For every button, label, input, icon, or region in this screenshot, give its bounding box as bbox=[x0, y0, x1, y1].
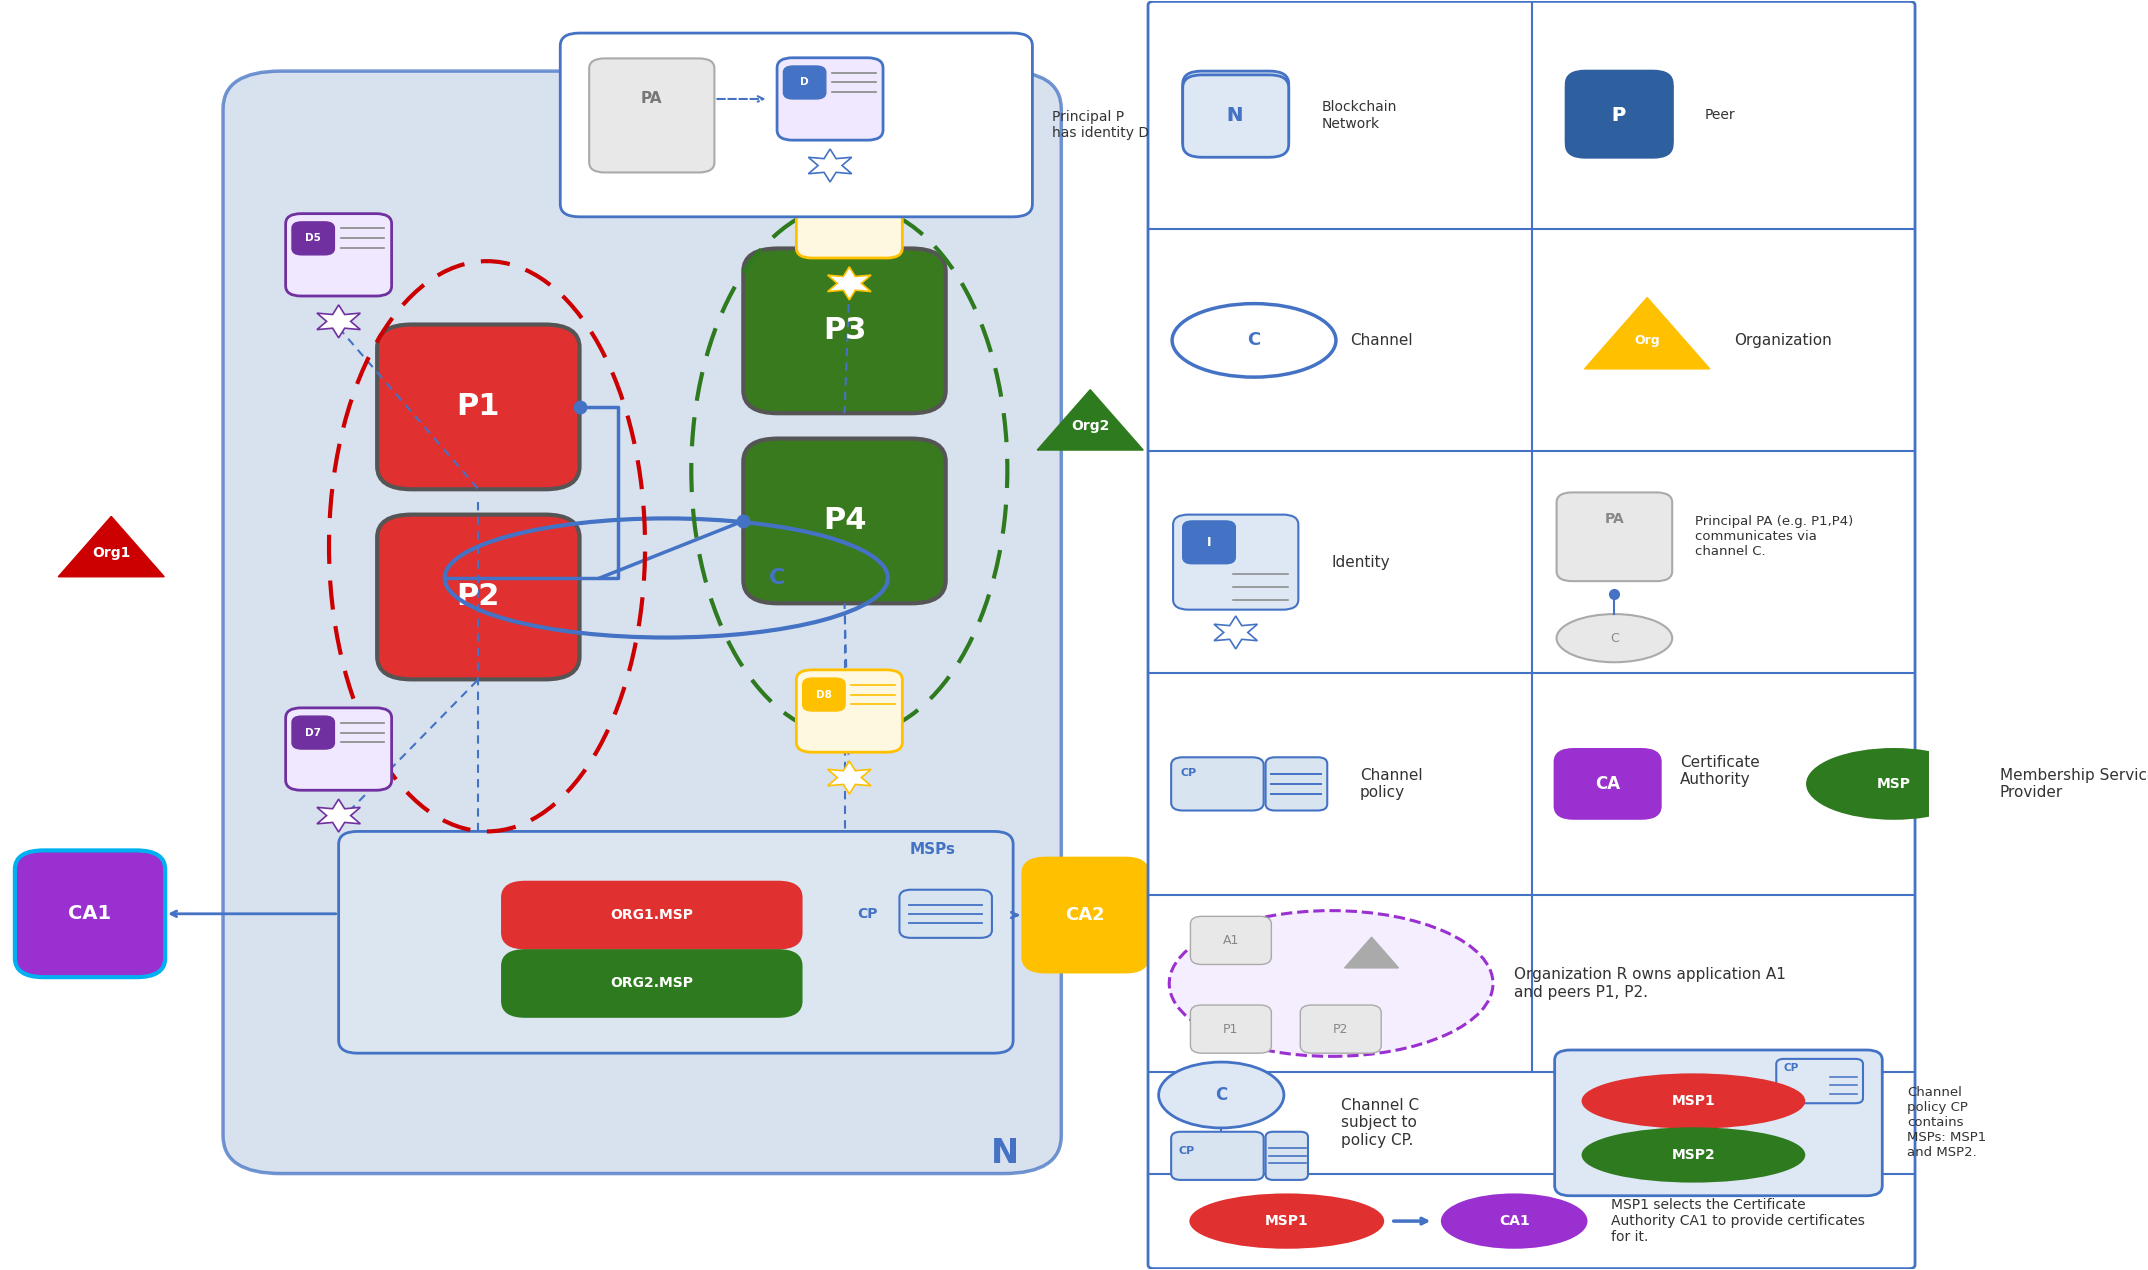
FancyBboxPatch shape bbox=[561, 33, 1033, 217]
Polygon shape bbox=[827, 761, 872, 794]
FancyBboxPatch shape bbox=[1184, 71, 1289, 154]
Text: D: D bbox=[801, 77, 810, 88]
Text: MSP1: MSP1 bbox=[1265, 1214, 1308, 1228]
Text: I: I bbox=[1207, 536, 1211, 549]
Text: Org: Org bbox=[1635, 334, 1660, 347]
FancyBboxPatch shape bbox=[743, 249, 945, 413]
FancyBboxPatch shape bbox=[378, 325, 580, 489]
Text: C: C bbox=[1611, 631, 1620, 645]
FancyBboxPatch shape bbox=[1300, 1005, 1381, 1053]
FancyBboxPatch shape bbox=[503, 950, 801, 1016]
FancyBboxPatch shape bbox=[803, 184, 844, 217]
FancyBboxPatch shape bbox=[797, 175, 902, 258]
FancyBboxPatch shape bbox=[1557, 493, 1671, 582]
Text: C: C bbox=[1248, 331, 1261, 349]
Text: P2: P2 bbox=[1334, 1022, 1349, 1035]
Text: D7: D7 bbox=[305, 728, 322, 738]
Ellipse shape bbox=[1441, 1195, 1587, 1247]
Text: Org2: Org2 bbox=[1072, 419, 1108, 433]
FancyBboxPatch shape bbox=[1184, 75, 1289, 157]
Text: D5: D5 bbox=[305, 234, 322, 244]
Text: PA: PA bbox=[640, 91, 662, 105]
Ellipse shape bbox=[1583, 1128, 1804, 1181]
Text: Channel
policy CP
contains
MSPs: MSP1
and MSP2.: Channel policy CP contains MSPs: MSP1 an… bbox=[1907, 1086, 1987, 1160]
FancyBboxPatch shape bbox=[292, 222, 335, 255]
FancyBboxPatch shape bbox=[1265, 1132, 1308, 1180]
Text: CP: CP bbox=[857, 907, 879, 921]
FancyBboxPatch shape bbox=[1190, 917, 1272, 964]
Text: P3: P3 bbox=[823, 316, 866, 345]
Text: P1: P1 bbox=[458, 392, 500, 422]
Text: N: N bbox=[1227, 105, 1244, 124]
Text: Certificate
Authority: Certificate Authority bbox=[1680, 756, 1759, 787]
Polygon shape bbox=[827, 267, 872, 300]
FancyBboxPatch shape bbox=[1190, 1005, 1272, 1053]
FancyBboxPatch shape bbox=[784, 66, 825, 99]
Ellipse shape bbox=[1169, 911, 1493, 1057]
Text: Membership Service
Provider: Membership Service Provider bbox=[2000, 767, 2148, 800]
FancyBboxPatch shape bbox=[378, 514, 580, 679]
FancyBboxPatch shape bbox=[1265, 757, 1327, 810]
Text: MSPs: MSPs bbox=[909, 842, 956, 856]
Ellipse shape bbox=[1190, 1195, 1383, 1247]
Polygon shape bbox=[1214, 616, 1257, 649]
Text: ORG2.MSP: ORG2.MSP bbox=[610, 977, 694, 991]
FancyBboxPatch shape bbox=[797, 669, 902, 752]
FancyBboxPatch shape bbox=[1555, 749, 1660, 819]
Text: P: P bbox=[1611, 105, 1626, 124]
Ellipse shape bbox=[1557, 615, 1671, 662]
FancyBboxPatch shape bbox=[292, 716, 335, 749]
Text: MSP1: MSP1 bbox=[1671, 1093, 1716, 1107]
Text: D8: D8 bbox=[816, 690, 831, 700]
FancyBboxPatch shape bbox=[1147, 1, 1916, 1269]
Text: CP: CP bbox=[1785, 1063, 1800, 1073]
FancyBboxPatch shape bbox=[15, 851, 165, 977]
Polygon shape bbox=[318, 305, 361, 338]
Polygon shape bbox=[318, 799, 361, 832]
Text: P: P bbox=[1611, 105, 1626, 124]
Text: Org1: Org1 bbox=[92, 546, 131, 560]
FancyBboxPatch shape bbox=[339, 832, 1014, 1053]
Text: MSP1 selects the Certificate
Authority CA1 to provide certificates
for it.: MSP1 selects the Certificate Authority C… bbox=[1611, 1198, 1864, 1245]
Text: ORG1.MSP: ORG1.MSP bbox=[610, 908, 694, 922]
FancyBboxPatch shape bbox=[286, 213, 391, 296]
FancyBboxPatch shape bbox=[1171, 1132, 1263, 1180]
Text: MSP: MSP bbox=[1877, 777, 1912, 791]
FancyBboxPatch shape bbox=[1022, 859, 1147, 972]
Polygon shape bbox=[808, 149, 853, 182]
Text: CA: CA bbox=[1596, 775, 1620, 792]
Text: Organization R owns application A1
and peers P1, P2.: Organization R owns application A1 and p… bbox=[1514, 968, 1785, 999]
Text: C: C bbox=[1216, 1086, 1227, 1104]
Text: Organization: Organization bbox=[1733, 333, 1832, 348]
FancyBboxPatch shape bbox=[589, 58, 715, 173]
Text: P2: P2 bbox=[458, 583, 500, 611]
Text: A1: A1 bbox=[1222, 933, 1239, 947]
Text: C: C bbox=[769, 568, 786, 588]
Text: PA: PA bbox=[1605, 512, 1624, 526]
Text: MSP2: MSP2 bbox=[1671, 1148, 1716, 1162]
Text: Principal PA (e.g. P1,P4)
communicates via
channel C.: Principal PA (e.g. P1,P4) communicates v… bbox=[1695, 516, 1854, 559]
Text: Peer: Peer bbox=[1706, 108, 1736, 122]
Polygon shape bbox=[1037, 390, 1143, 450]
FancyBboxPatch shape bbox=[1776, 1059, 1862, 1104]
Text: P1: P1 bbox=[1222, 1022, 1239, 1035]
Text: Identity: Identity bbox=[1332, 555, 1390, 570]
FancyBboxPatch shape bbox=[1566, 75, 1671, 157]
Text: CA1: CA1 bbox=[69, 904, 112, 923]
Text: CA2: CA2 bbox=[1065, 906, 1106, 925]
Text: D6: D6 bbox=[816, 196, 831, 206]
FancyBboxPatch shape bbox=[1555, 1050, 1882, 1196]
FancyBboxPatch shape bbox=[1566, 71, 1671, 154]
Text: Channel
policy: Channel policy bbox=[1360, 767, 1422, 800]
Ellipse shape bbox=[1806, 749, 1980, 819]
Ellipse shape bbox=[1583, 1074, 1804, 1128]
FancyBboxPatch shape bbox=[778, 57, 883, 140]
Polygon shape bbox=[1585, 297, 1710, 368]
Polygon shape bbox=[58, 517, 163, 577]
FancyBboxPatch shape bbox=[503, 883, 801, 947]
Text: CP: CP bbox=[1179, 1146, 1194, 1156]
Text: CA1: CA1 bbox=[1499, 1214, 1529, 1228]
Polygon shape bbox=[1345, 937, 1398, 968]
Text: Principal P
has identity D: Principal P has identity D bbox=[1053, 109, 1149, 140]
Text: N: N bbox=[1227, 105, 1244, 124]
